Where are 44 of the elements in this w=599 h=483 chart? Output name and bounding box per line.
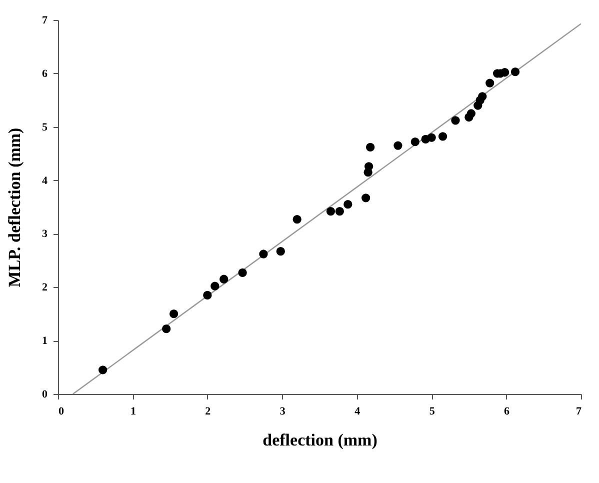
- point: [292, 214, 302, 224]
- y-tick-label: 2: [42, 282, 48, 294]
- x-tick-label: 1: [130, 406, 136, 418]
- x-tick-label: 6: [504, 406, 510, 418]
- point: [427, 133, 436, 142]
- x-tick-label: 5: [429, 406, 436, 418]
- point: [259, 250, 268, 258]
- point: [344, 200, 352, 209]
- point: [98, 366, 108, 374]
- point: [510, 68, 520, 76]
- x-tick-label: 7: [576, 406, 582, 418]
- point: [203, 290, 212, 300]
- x-tick-label: 2: [205, 406, 212, 418]
- point: [394, 141, 402, 150]
- y-axis-title: MLP. deflection (mm): [5, 128, 24, 288]
- x-tick-label: 0: [58, 406, 64, 418]
- x-tick-label: 4: [354, 406, 361, 418]
- point: [451, 116, 460, 125]
- point: [486, 78, 494, 88]
- y-tick-label: 6: [42, 68, 48, 80]
- point: [478, 92, 487, 101]
- point: [210, 282, 220, 290]
- point: [238, 268, 247, 278]
- point: [410, 137, 420, 146]
- point: [366, 142, 375, 152]
- point: [364, 162, 374, 171]
- y-tick-label: 0: [42, 388, 48, 400]
- point: [220, 274, 228, 284]
- y-tick-label: 4: [42, 174, 48, 187]
- y-tick-label: 3: [42, 228, 48, 240]
- y-tick-label: 7: [42, 14, 48, 26]
- point: [361, 194, 370, 202]
- point: [162, 324, 171, 334]
- point: [466, 109, 476, 118]
- point: [326, 206, 336, 216]
- y-tick-label: 1: [42, 335, 48, 348]
- point: [438, 132, 448, 141]
- point: [276, 247, 285, 256]
- y-tick-label: 5: [42, 121, 48, 134]
- point: [335, 206, 344, 216]
- point: [500, 68, 510, 77]
- x-tick-label: 3: [280, 406, 286, 418]
- point: [169, 310, 178, 318]
- x-axis-title: deflection (mm): [262, 430, 378, 450]
